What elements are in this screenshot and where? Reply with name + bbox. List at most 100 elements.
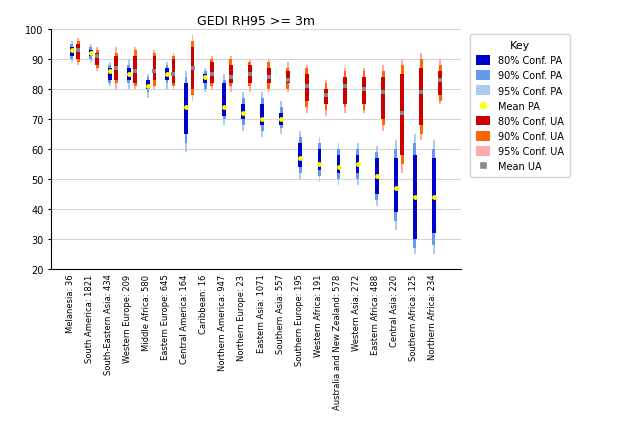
Bar [267, 69, 271, 84]
Bar [191, 48, 195, 90]
Bar [298, 144, 302, 168]
Bar [433, 150, 435, 245]
Bar [223, 75, 225, 126]
Bar [268, 63, 270, 90]
Bar [280, 114, 284, 126]
Bar [127, 66, 131, 84]
Bar [394, 159, 397, 212]
Bar [115, 54, 118, 84]
Bar [268, 60, 269, 93]
Bar [166, 63, 168, 90]
Bar [172, 60, 175, 84]
Bar [413, 156, 417, 239]
Bar [71, 43, 73, 63]
Bar [280, 102, 282, 135]
Bar [184, 84, 188, 135]
Bar [96, 48, 98, 72]
Bar [249, 60, 251, 93]
Bar [134, 51, 137, 87]
Bar [356, 144, 358, 186]
Bar [243, 93, 244, 132]
Bar [165, 69, 169, 81]
Bar [286, 72, 290, 84]
Bar [432, 159, 436, 233]
Bar [317, 150, 321, 171]
Bar [286, 69, 289, 90]
Bar [152, 57, 156, 81]
Bar [108, 66, 111, 84]
Bar [146, 81, 150, 90]
Bar [337, 156, 340, 174]
Bar [344, 69, 346, 114]
Bar [230, 57, 232, 93]
Bar [280, 108, 283, 129]
Bar [433, 141, 435, 254]
Bar [381, 78, 385, 120]
Bar [147, 75, 149, 99]
Bar [438, 72, 442, 96]
Bar [184, 78, 188, 144]
Bar [401, 60, 403, 174]
Bar [324, 90, 328, 105]
Bar [439, 60, 441, 105]
Bar [362, 78, 366, 105]
Bar [324, 84, 328, 111]
Bar [229, 60, 232, 87]
Bar [305, 75, 308, 102]
Bar [306, 66, 308, 114]
Bar [401, 66, 404, 164]
Bar [77, 43, 79, 63]
Bar [413, 144, 416, 248]
Bar [210, 63, 214, 84]
Bar [241, 105, 245, 120]
Bar [419, 69, 423, 126]
Bar [376, 147, 378, 207]
Bar [204, 72, 207, 90]
Bar [400, 75, 404, 156]
Bar [299, 138, 302, 174]
Bar [337, 150, 340, 180]
Bar [287, 63, 289, 93]
Bar [414, 135, 416, 254]
Bar [191, 42, 194, 96]
Bar [261, 93, 263, 138]
Bar [395, 141, 397, 230]
Bar [185, 72, 187, 153]
Title: GEDI RH95 >= 3m: GEDI RH95 >= 3m [197, 15, 315, 28]
Bar [115, 57, 118, 81]
Bar [90, 45, 92, 63]
Bar [134, 48, 136, 90]
Bar [95, 54, 99, 66]
Bar [319, 138, 321, 183]
Bar [96, 51, 99, 69]
Bar [344, 72, 346, 108]
Bar [318, 144, 321, 177]
Bar [343, 78, 347, 105]
Bar [394, 150, 397, 221]
Bar [337, 144, 339, 186]
Bar [381, 72, 385, 126]
Bar [70, 48, 74, 57]
Bar [173, 54, 175, 90]
Bar [153, 54, 156, 87]
Bar [211, 57, 212, 90]
Bar [154, 51, 156, 90]
Bar [382, 66, 384, 132]
Bar [172, 57, 175, 87]
Bar [300, 132, 301, 180]
Bar [325, 81, 327, 117]
Bar [305, 69, 308, 108]
Bar [242, 99, 244, 126]
Bar [128, 60, 130, 90]
Bar [204, 69, 206, 93]
Bar [356, 156, 360, 174]
Bar [115, 48, 117, 90]
Bar [90, 48, 92, 60]
Bar [147, 78, 149, 93]
Bar [420, 60, 422, 135]
Bar [134, 57, 137, 84]
Bar [248, 66, 252, 84]
Bar [127, 69, 131, 81]
Legend: 80% Conf. PA, 90% Conf. PA, 95% Conf. PA, Mean PA, 80% Conf. UA, 90% Conf. UA, 9: 80% Conf. PA, 90% Conf. PA, 95% Conf. PA… [470, 35, 570, 178]
Bar [108, 69, 112, 81]
